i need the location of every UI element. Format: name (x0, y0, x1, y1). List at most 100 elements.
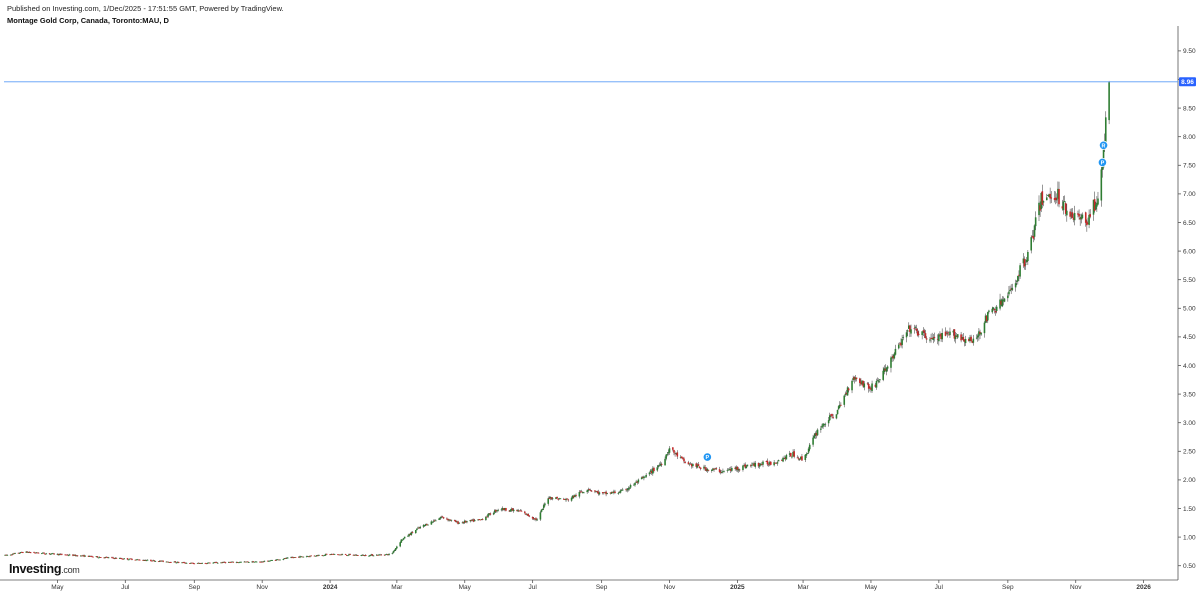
candle-up (886, 366, 889, 369)
candle-down (793, 451, 795, 457)
candle-up (792, 451, 794, 457)
y-tick-label: 1.50 (1183, 506, 1196, 513)
candle-down (1084, 212, 1087, 223)
candle-up (423, 525, 426, 526)
candle-up (68, 554, 71, 556)
candle-down (278, 559, 280, 561)
y-tick-label: 6.00 (1183, 248, 1196, 255)
event-marker[interactable] (1098, 140, 1109, 150)
candle-up (432, 520, 435, 522)
candle-down (960, 334, 962, 341)
candle-up (628, 487, 631, 489)
candle-up (410, 532, 413, 535)
candle-up (536, 519, 538, 521)
investing-logo[interactable]: Investing.com (9, 562, 80, 576)
candle-down (924, 333, 927, 339)
candle-up (497, 509, 499, 511)
candle-up (309, 555, 311, 557)
candle-down (642, 476, 644, 478)
candle-up (551, 498, 554, 500)
candle-down (294, 556, 297, 558)
candle-up (136, 559, 139, 561)
event-marker[interactable] (702, 452, 712, 462)
candle-down (1064, 203, 1067, 214)
candle-down (354, 554, 357, 556)
candle-down (713, 468, 715, 470)
candle-down (1018, 274, 1020, 276)
candle-down (495, 509, 497, 512)
event-marker[interactable] (1097, 157, 1108, 168)
candle-down (64, 554, 67, 556)
candle-down (855, 377, 858, 380)
candle-up (469, 519, 472, 522)
candle-up (712, 468, 714, 471)
candle-up (752, 463, 754, 465)
candle-down (457, 521, 459, 524)
event-markers[interactable]: P P R (702, 140, 1109, 462)
candle-down (525, 513, 527, 515)
candle-down (229, 561, 231, 563)
candle-up (216, 562, 219, 564)
candle-down (939, 334, 941, 336)
candle-down (603, 492, 605, 494)
candle-down (274, 560, 277, 561)
candle-up (1024, 264, 1027, 266)
candle-down (122, 558, 124, 560)
candle-up (1009, 289, 1011, 292)
x-tick-label: Nov (1070, 584, 1082, 591)
candle-up (463, 520, 466, 523)
candle-up (648, 472, 651, 475)
candle-down (1077, 213, 1079, 215)
candle-down (948, 334, 950, 336)
candle-down (862, 380, 864, 387)
candle-up (231, 561, 233, 563)
candle-up (243, 561, 246, 563)
candle-up (285, 557, 288, 559)
candle-down (105, 556, 108, 558)
candle-down (653, 467, 655, 472)
candle-up (123, 558, 125, 560)
candle-down (520, 510, 523, 512)
candle-up (510, 508, 513, 511)
candle-up (305, 556, 308, 558)
candle-up (176, 561, 179, 563)
candle-up (656, 467, 659, 471)
candle-up (821, 425, 823, 428)
candle-up (1092, 199, 1095, 215)
candle-up (604, 492, 606, 494)
candle-up (835, 414, 838, 419)
candle-down (230, 562, 232, 563)
candle-down (953, 329, 956, 339)
candle-up (235, 562, 238, 563)
candle-down (177, 561, 180, 563)
candle-down (284, 558, 287, 559)
candle-up (581, 492, 584, 494)
candle-down (774, 462, 777, 464)
candle-down (338, 554, 340, 556)
candle-up (353, 554, 356, 556)
candle-down (134, 559, 137, 561)
candle-up (341, 554, 344, 556)
candle-down (470, 519, 473, 521)
candle-down (418, 527, 420, 529)
candle-up (578, 491, 581, 497)
candle-down (433, 520, 436, 522)
candle-up (637, 479, 640, 483)
candle-up (318, 555, 320, 556)
candle-up (407, 535, 409, 537)
candle-up (972, 338, 975, 343)
candle-up (885, 367, 888, 372)
candle-down (580, 491, 583, 493)
candle-up (905, 332, 908, 338)
candle-down (259, 561, 261, 563)
candle-up (1022, 258, 1025, 264)
candle-down (736, 466, 739, 470)
candle-down (707, 469, 710, 471)
candle-down (1049, 193, 1051, 199)
candle-up (902, 337, 905, 338)
candle-up (1100, 169, 1103, 201)
candle-up (759, 463, 762, 465)
candle-up (1101, 166, 1104, 170)
candle-down (589, 490, 592, 491)
